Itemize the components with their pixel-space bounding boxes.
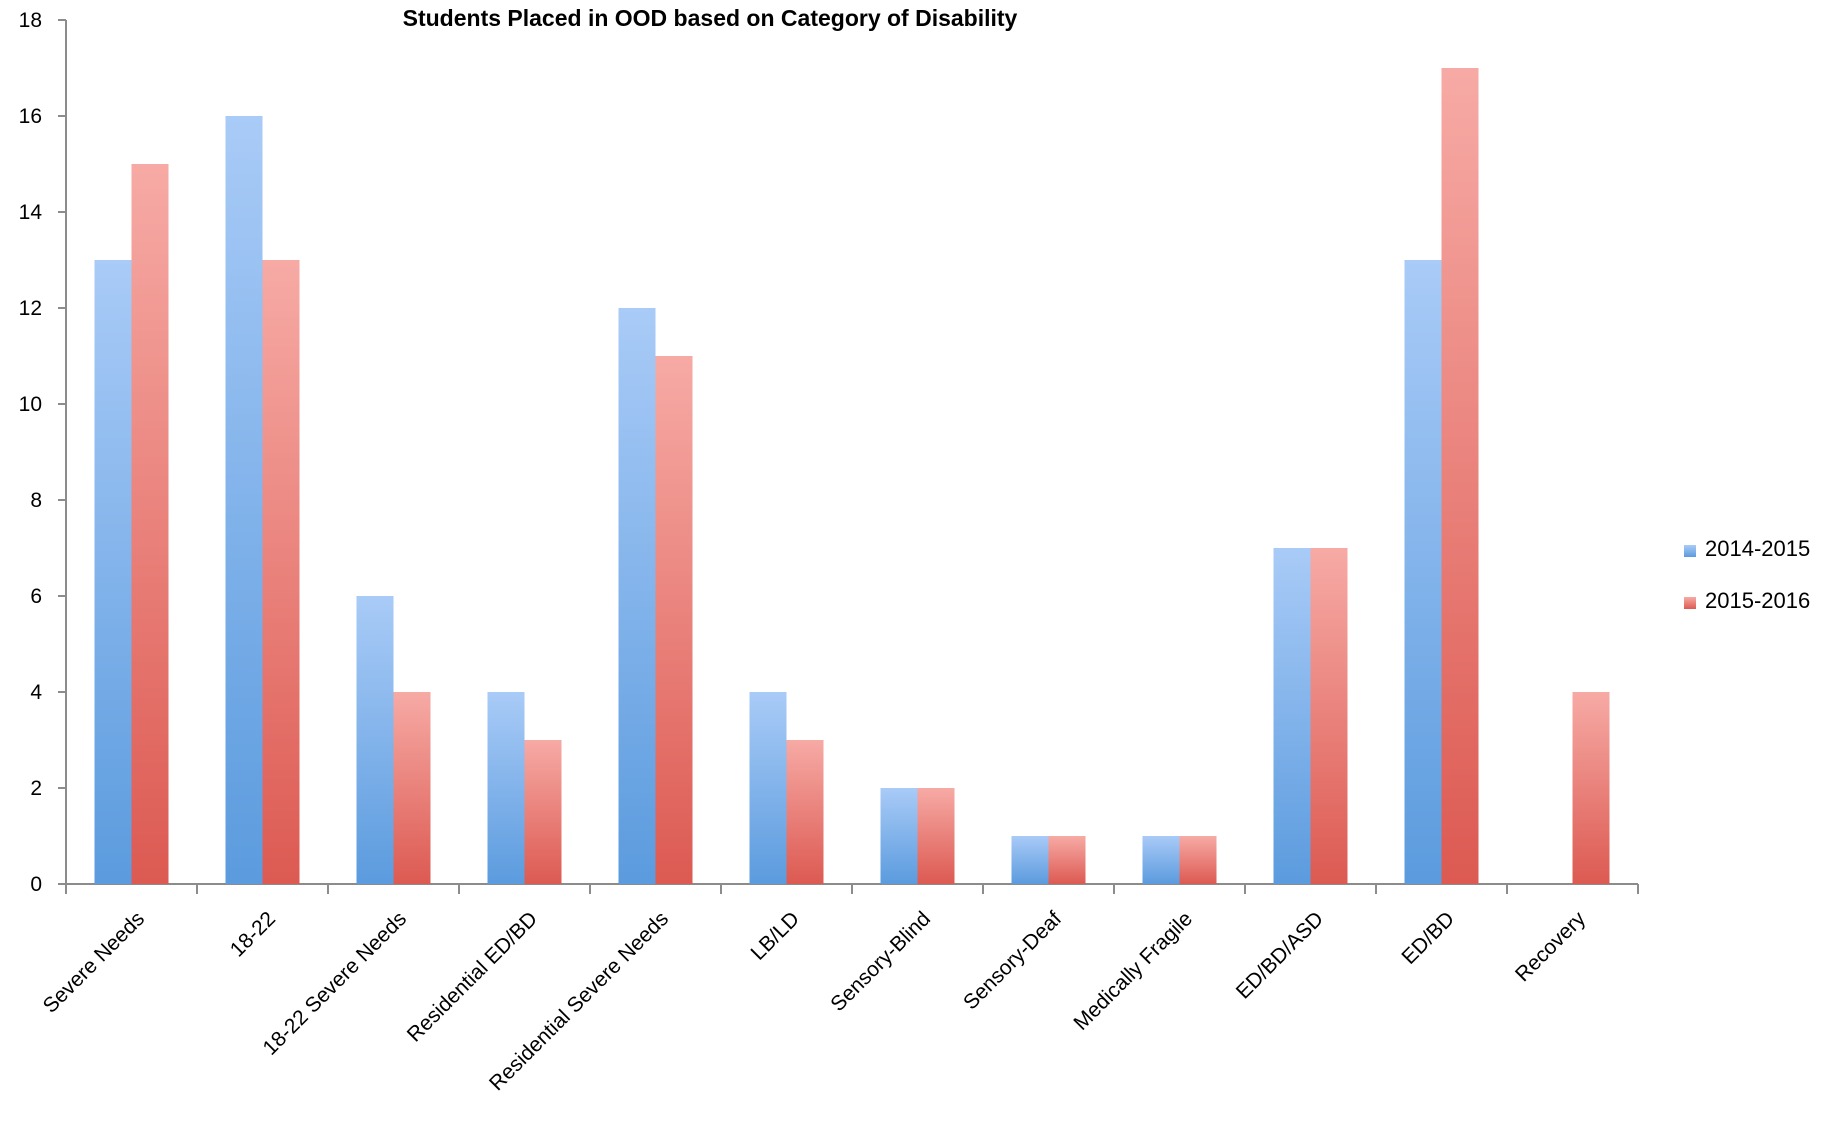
x-category-label: 18-22 Severe Needs — [259, 907, 411, 1059]
y-tick-label: 4 — [30, 681, 42, 704]
legend: 2014-2015 2015-2016 — [1684, 536, 1810, 613]
legend-label: 2015-2016 — [1705, 588, 1810, 613]
bar-2015-2016-18-22-severe-needs — [393, 692, 431, 884]
bar-2014-2015-severe-needs — [94, 260, 132, 884]
legend-swatch — [1684, 597, 1696, 609]
bar-2015-2016-ed-bd — [1441, 68, 1479, 884]
x-category-label: LB/LD — [746, 907, 804, 965]
x-category-label: Severe Needs — [39, 907, 149, 1017]
bar-2014-2015-18-22 — [225, 116, 263, 884]
y-tick-label: 6 — [30, 585, 42, 608]
y-tick-label: 14 — [19, 201, 43, 224]
x-category-label: Sensory-Deaf — [959, 907, 1066, 1014]
y-tick-label: 12 — [19, 297, 42, 320]
bar-2014-2015-sensory-deaf — [1011, 836, 1049, 884]
bar-2015-2016-residential-severe-needs — [655, 356, 693, 884]
x-category-label: Medically Fragile — [1069, 907, 1197, 1035]
bar-2015-2016-residential-ed-bd — [524, 740, 562, 884]
chart-title: Students Placed in OOD based on Category… — [403, 5, 1018, 31]
bar-2014-2015-residential-ed-bd — [487, 692, 525, 884]
y-tick-label: 0 — [30, 873, 42, 896]
bar-2014-2015-lb-ld — [749, 692, 787, 884]
bar-2015-2016-lb-ld — [786, 740, 824, 884]
y-tick-label: 8 — [30, 489, 42, 512]
x-category-label: Residential ED/BD — [403, 907, 542, 1046]
bar-2014-2015-ed-bd — [1404, 260, 1442, 884]
legend-swatch — [1684, 545, 1696, 557]
legend-label: 2014-2015 — [1705, 536, 1810, 561]
bar-2015-2016-medically-fragile — [1179, 836, 1217, 884]
x-category-label: ED/BD — [1397, 907, 1459, 969]
bar-2014-2015-residential-severe-needs — [618, 308, 656, 884]
y-tick-label: 18 — [19, 9, 42, 32]
bar-2014-2015-18-22-severe-needs — [356, 596, 394, 884]
x-category-label: Recovery — [1511, 907, 1590, 986]
y-tick-label: 2 — [30, 777, 42, 800]
y-tick-label: 10 — [19, 393, 42, 416]
bar-2015-2016-ed-bd-asd — [1310, 548, 1348, 884]
bar-2014-2015-sensory-blind — [880, 788, 918, 884]
bar-2015-2016-18-22 — [262, 260, 300, 884]
x-category-label: Sensory-Blind — [826, 907, 935, 1016]
bar-2015-2016-sensory-deaf — [1048, 836, 1086, 884]
bar-2014-2015-medically-fragile — [1142, 836, 1180, 884]
bar-2015-2016-severe-needs — [131, 164, 169, 884]
bar-2015-2016-recovery — [1572, 692, 1610, 884]
y-tick-label: 16 — [19, 105, 42, 128]
bar-2014-2015-ed-bd-asd — [1273, 548, 1311, 884]
x-category-label: 18-22 — [226, 907, 280, 961]
x-category-label: ED/BD/ASD — [1232, 907, 1328, 1003]
bar-2015-2016-sensory-blind — [917, 788, 955, 884]
